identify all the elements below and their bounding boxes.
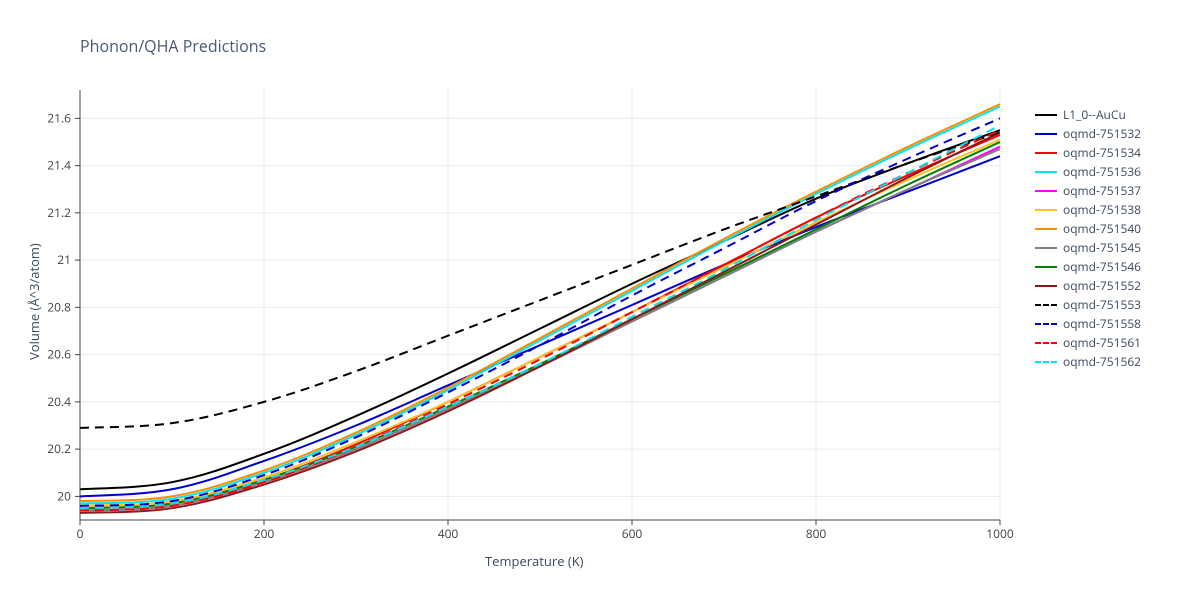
legend-swatch [1035, 152, 1057, 154]
y-tick-label: 20.4 [47, 393, 71, 410]
x-tick-label: 0 [77, 525, 84, 542]
series-line[interactable] [80, 130, 1000, 510]
legend-swatch [1035, 285, 1057, 287]
y-tick-label: 21 [57, 251, 71, 268]
legend-label: oqmd-751540 [1063, 220, 1141, 237]
series-line[interactable] [80, 125, 1000, 508]
x-tick-label: 200 [254, 525, 275, 542]
x-tick-label: 800 [806, 525, 827, 542]
legend-label: oqmd-751546 [1063, 258, 1141, 275]
legend-item[interactable]: oqmd-751538 [1035, 200, 1141, 219]
series-line[interactable] [80, 118, 1000, 505]
legend-label: oqmd-751562 [1063, 353, 1141, 370]
legend-label: oqmd-751534 [1063, 144, 1141, 161]
legend-label: oqmd-751532 [1063, 125, 1141, 142]
legend-item[interactable]: oqmd-751540 [1035, 219, 1141, 238]
legend-label: oqmd-751536 [1063, 163, 1141, 180]
y-tick-label: 20.8 [47, 298, 71, 315]
legend-label: oqmd-751553 [1063, 296, 1141, 313]
legend-swatch [1035, 361, 1057, 363]
y-tick-label: 21.4 [47, 157, 71, 174]
legend-item[interactable]: oqmd-751558 [1035, 314, 1141, 333]
series-line[interactable] [80, 135, 1000, 508]
legend-item[interactable]: oqmd-751561 [1035, 333, 1141, 352]
series-line[interactable] [80, 149, 1000, 510]
line-chart: 0 200 400 600 800 1000 20 20.2 20.4 20.6 20.8 21 21.… [0, 0, 1200, 600]
legend-item[interactable]: oqmd-751537 [1035, 181, 1141, 200]
legend-item[interactable]: oqmd-751546 [1035, 257, 1141, 276]
y-tick-label: 21.6 [47, 109, 71, 126]
legend-item[interactable]: oqmd-751536 [1035, 162, 1141, 181]
legend-swatch [1035, 171, 1057, 173]
y-axis-label: Volume (Å^3/atom) [25, 243, 43, 360]
legend-item[interactable]: oqmd-751552 [1035, 276, 1141, 295]
legend-swatch [1035, 133, 1057, 135]
legend-swatch [1035, 190, 1057, 192]
legend-item[interactable]: oqmd-751562 [1035, 352, 1141, 371]
legend-item[interactable]: oqmd-751545 [1035, 238, 1141, 257]
legend-item[interactable]: oqmd-751553 [1035, 295, 1141, 314]
legend-swatch [1035, 266, 1057, 268]
y-tick-label: 20.2 [47, 440, 71, 457]
legend-swatch [1035, 247, 1057, 249]
legend: L1_0--AuCu oqmd-751532 oqmd-751534 oqmd-751… [1035, 105, 1141, 371]
y-tick-label: 20 [57, 487, 71, 504]
y-tick-label: 21.2 [47, 204, 71, 221]
legend-label: oqmd-751538 [1063, 201, 1141, 218]
series-line[interactable] [80, 104, 1000, 501]
series-line[interactable] [80, 133, 1000, 513]
x-tick-label: 400 [438, 525, 459, 542]
legend-label: oqmd-751545 [1063, 239, 1141, 256]
legend-label: oqmd-751558 [1063, 315, 1141, 332]
legend-label: oqmd-751552 [1063, 277, 1141, 294]
legend-label: L1_0--AuCu [1063, 106, 1126, 123]
legend-item[interactable]: oqmd-751532 [1035, 124, 1141, 143]
legend-swatch [1035, 304, 1057, 306]
legend-label: oqmd-751537 [1063, 182, 1141, 199]
legend-item[interactable]: L1_0--AuCu [1035, 105, 1141, 124]
legend-swatch [1035, 114, 1057, 116]
legend-swatch [1035, 228, 1057, 230]
x-tick-label: 600 [622, 525, 643, 542]
x-axis-label: Temperature (K) [485, 552, 584, 570]
legend-swatch [1035, 323, 1057, 325]
legend-label: oqmd-751561 [1063, 334, 1141, 351]
x-tick-label: 1000 [986, 525, 1014, 542]
legend-swatch [1035, 209, 1057, 211]
series-line[interactable] [80, 130, 1000, 489]
series-line[interactable] [80, 140, 1000, 506]
legend-item[interactable]: oqmd-751534 [1035, 143, 1141, 162]
y-tick-label: 20.6 [47, 346, 71, 363]
legend-swatch [1035, 342, 1057, 344]
series-line[interactable] [80, 133, 1000, 428]
